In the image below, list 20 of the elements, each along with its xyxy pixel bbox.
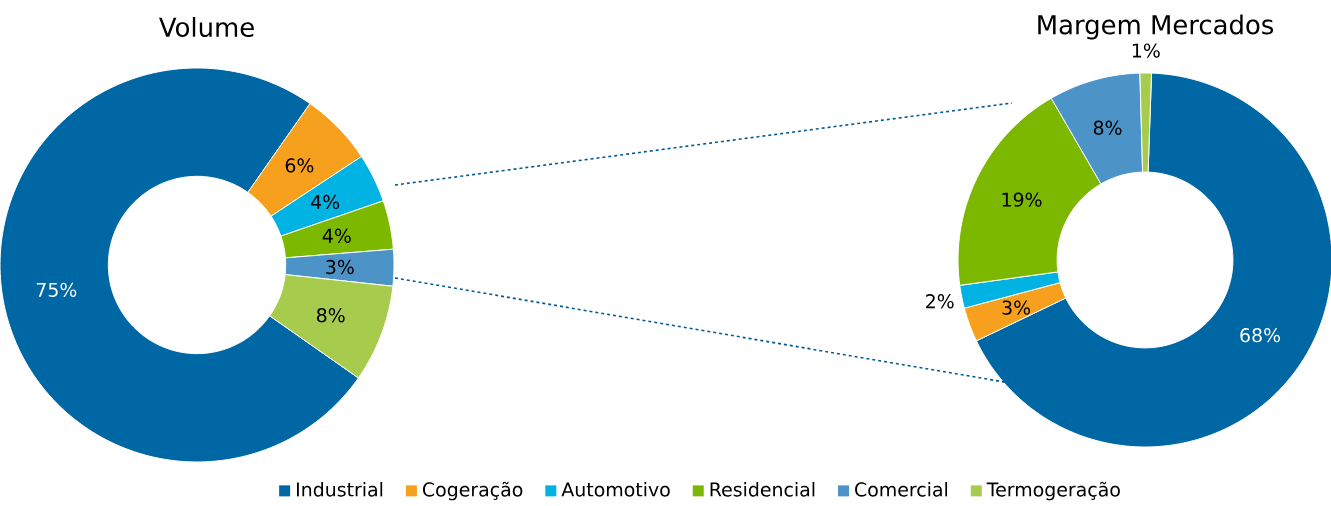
legend-label: Comercial xyxy=(855,481,948,497)
data-label: 19% xyxy=(1002,192,1042,207)
chart-title: Volume xyxy=(159,16,254,37)
legend-label: Cogeração xyxy=(422,481,523,501)
data-label: 3% xyxy=(1002,300,1031,315)
data-label: 68% xyxy=(1240,328,1281,343)
data-label: 8% xyxy=(316,308,345,323)
legend-label: Termogeração xyxy=(986,481,1120,501)
data-label: 4% xyxy=(311,194,340,210)
data-label: 6% xyxy=(285,158,314,173)
data-label: 75% xyxy=(36,282,77,297)
data-label: 8% xyxy=(1093,120,1122,135)
data-label: 1% xyxy=(1132,43,1160,58)
chart-title: Margem Mercados xyxy=(1038,14,1274,40)
data-label: 3% xyxy=(326,259,354,275)
legend-label: Automotivo xyxy=(561,481,670,497)
legend-label: Industrial xyxy=(296,481,383,497)
data-label: 2% xyxy=(926,294,954,309)
data-label: 4% xyxy=(322,228,351,243)
legend-label: Residencial xyxy=(710,481,815,497)
